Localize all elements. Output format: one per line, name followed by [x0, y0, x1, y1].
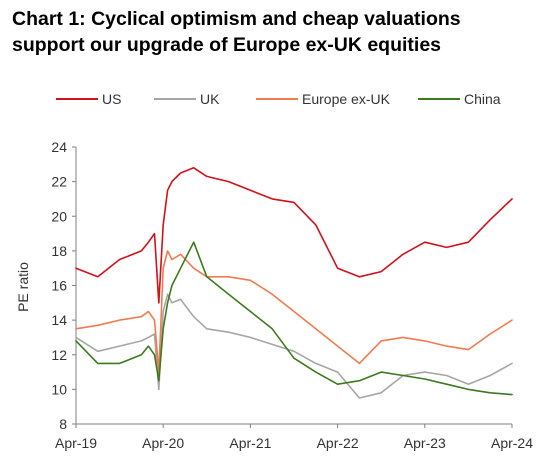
x-tick-label: Apr-24 — [491, 435, 533, 451]
x-axis: Apr-19 Apr-20 Apr-21 Apr-22 Apr-23 Apr-24 — [55, 423, 533, 451]
y-tick-label: 8 — [59, 416, 67, 432]
y-tick-label: 24 — [51, 139, 67, 155]
x-tick-label: Apr-20 — [142, 435, 184, 451]
chart-title-line1: Chart 1: Cyclical optimism and cheap val… — [12, 8, 461, 30]
x-tick-label: Apr-22 — [317, 435, 359, 451]
y-tick-label: 12 — [51, 347, 67, 363]
y-tick-label: 14 — [51, 312, 67, 328]
x-tick-label: Apr-21 — [229, 435, 271, 451]
chart-title: Chart 1: Cyclical optimism and cheap val… — [12, 6, 461, 58]
plot-area — [75, 167, 513, 399]
y-tick-label: 10 — [51, 381, 67, 397]
legend: US UK Europe ex-UK China — [56, 91, 501, 107]
legend-label-china: China — [464, 91, 501, 107]
series-line-uk — [75, 293, 513, 399]
series-line-us — [75, 167, 513, 304]
series-line-china — [75, 241, 513, 396]
series-line-europe-ex-uk — [75, 250, 513, 373]
y-tick-label: 20 — [51, 208, 67, 224]
y-axis: 8 10 12 14 16 18 20 22 24 — [51, 139, 77, 432]
x-tick-label: Apr-19 — [55, 435, 97, 451]
y-tick-label: 18 — [51, 243, 67, 259]
y-tick-label: 16 — [51, 278, 67, 294]
legend-label-europe-ex-uk: Europe ex-UK — [302, 91, 391, 107]
x-tick-label: Apr-23 — [404, 435, 446, 451]
y-tick-label: 22 — [51, 174, 67, 190]
y-axis-label: PE ratio — [15, 262, 31, 312]
chart-title-line2: support our upgrade of Europe ex-UK equi… — [12, 34, 442, 56]
legend-label-us: US — [102, 91, 121, 107]
legend-label-uk: UK — [200, 91, 220, 107]
